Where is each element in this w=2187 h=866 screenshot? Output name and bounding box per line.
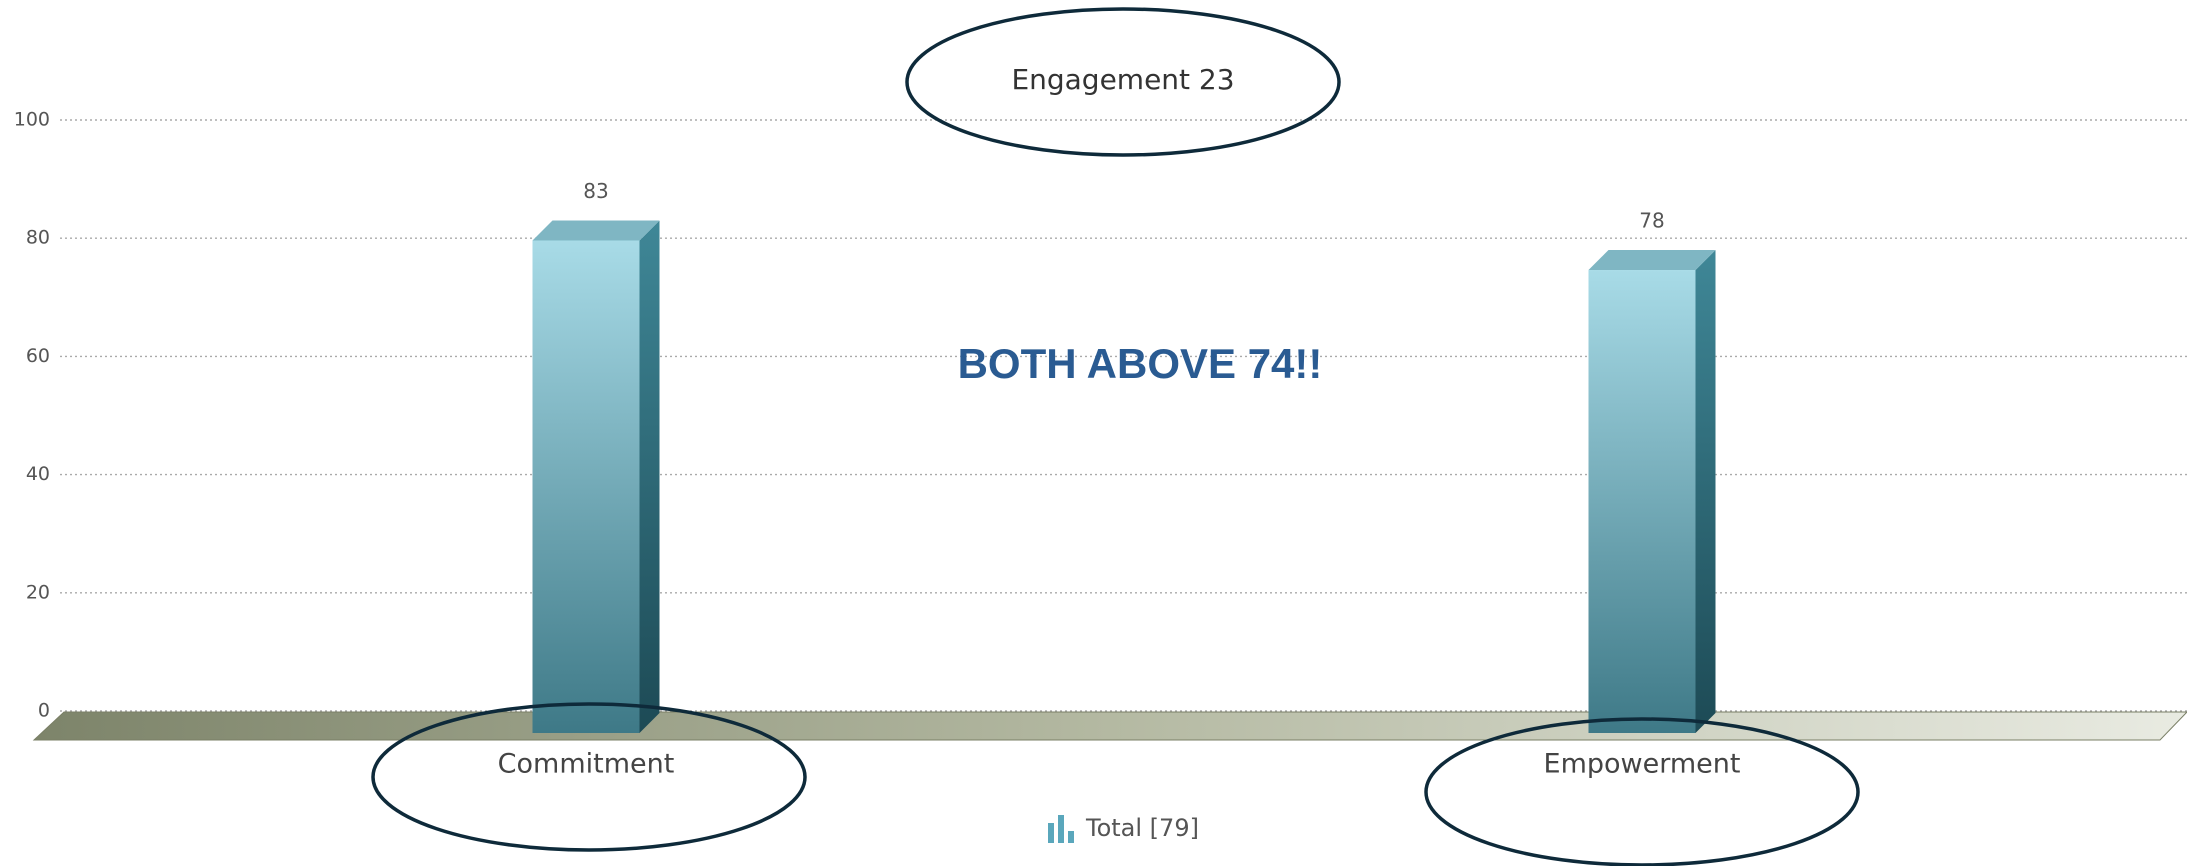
chart-title: Engagement 23 <box>1011 63 1234 96</box>
y-tick-label: 60 <box>26 345 50 367</box>
bar-side <box>1695 250 1716 733</box>
bar-top <box>1588 250 1716 271</box>
x-tick-label: Commitment <box>498 749 675 780</box>
highlight-ellipse <box>1424 717 1860 866</box>
legend-icon <box>1048 823 1054 843</box>
floor <box>32 711 2187 741</box>
y-tick-label: 100 <box>14 109 50 131</box>
highlight-ellipse <box>371 702 807 852</box>
legend-icon <box>1068 831 1074 843</box>
bar-top <box>532 220 660 241</box>
value-label: 83 <box>583 179 608 203</box>
x-tick-label: Empowerment <box>1544 749 1741 780</box>
value-label: 78 <box>1639 209 1664 233</box>
bar-side <box>639 220 660 734</box>
legend: Total [79] <box>1048 814 1199 843</box>
y-tick-label: 0 <box>38 700 50 722</box>
annotation: BOTH ABOVE 74!! <box>958 340 1323 387</box>
y-tick-label: 40 <box>26 463 50 485</box>
y-tick-label: 20 <box>26 581 50 603</box>
legend-icon <box>1058 815 1064 843</box>
bars: 83 78 <box>532 179 1716 734</box>
legend-label: Total [79] <box>1085 814 1199 842</box>
y-tick-label: 80 <box>26 227 50 249</box>
bar <box>1588 270 1696 733</box>
highlight-ellipse <box>905 7 1341 157</box>
grid: 0 20 40 60 80 100 <box>14 109 2187 722</box>
bar <box>532 240 640 733</box>
